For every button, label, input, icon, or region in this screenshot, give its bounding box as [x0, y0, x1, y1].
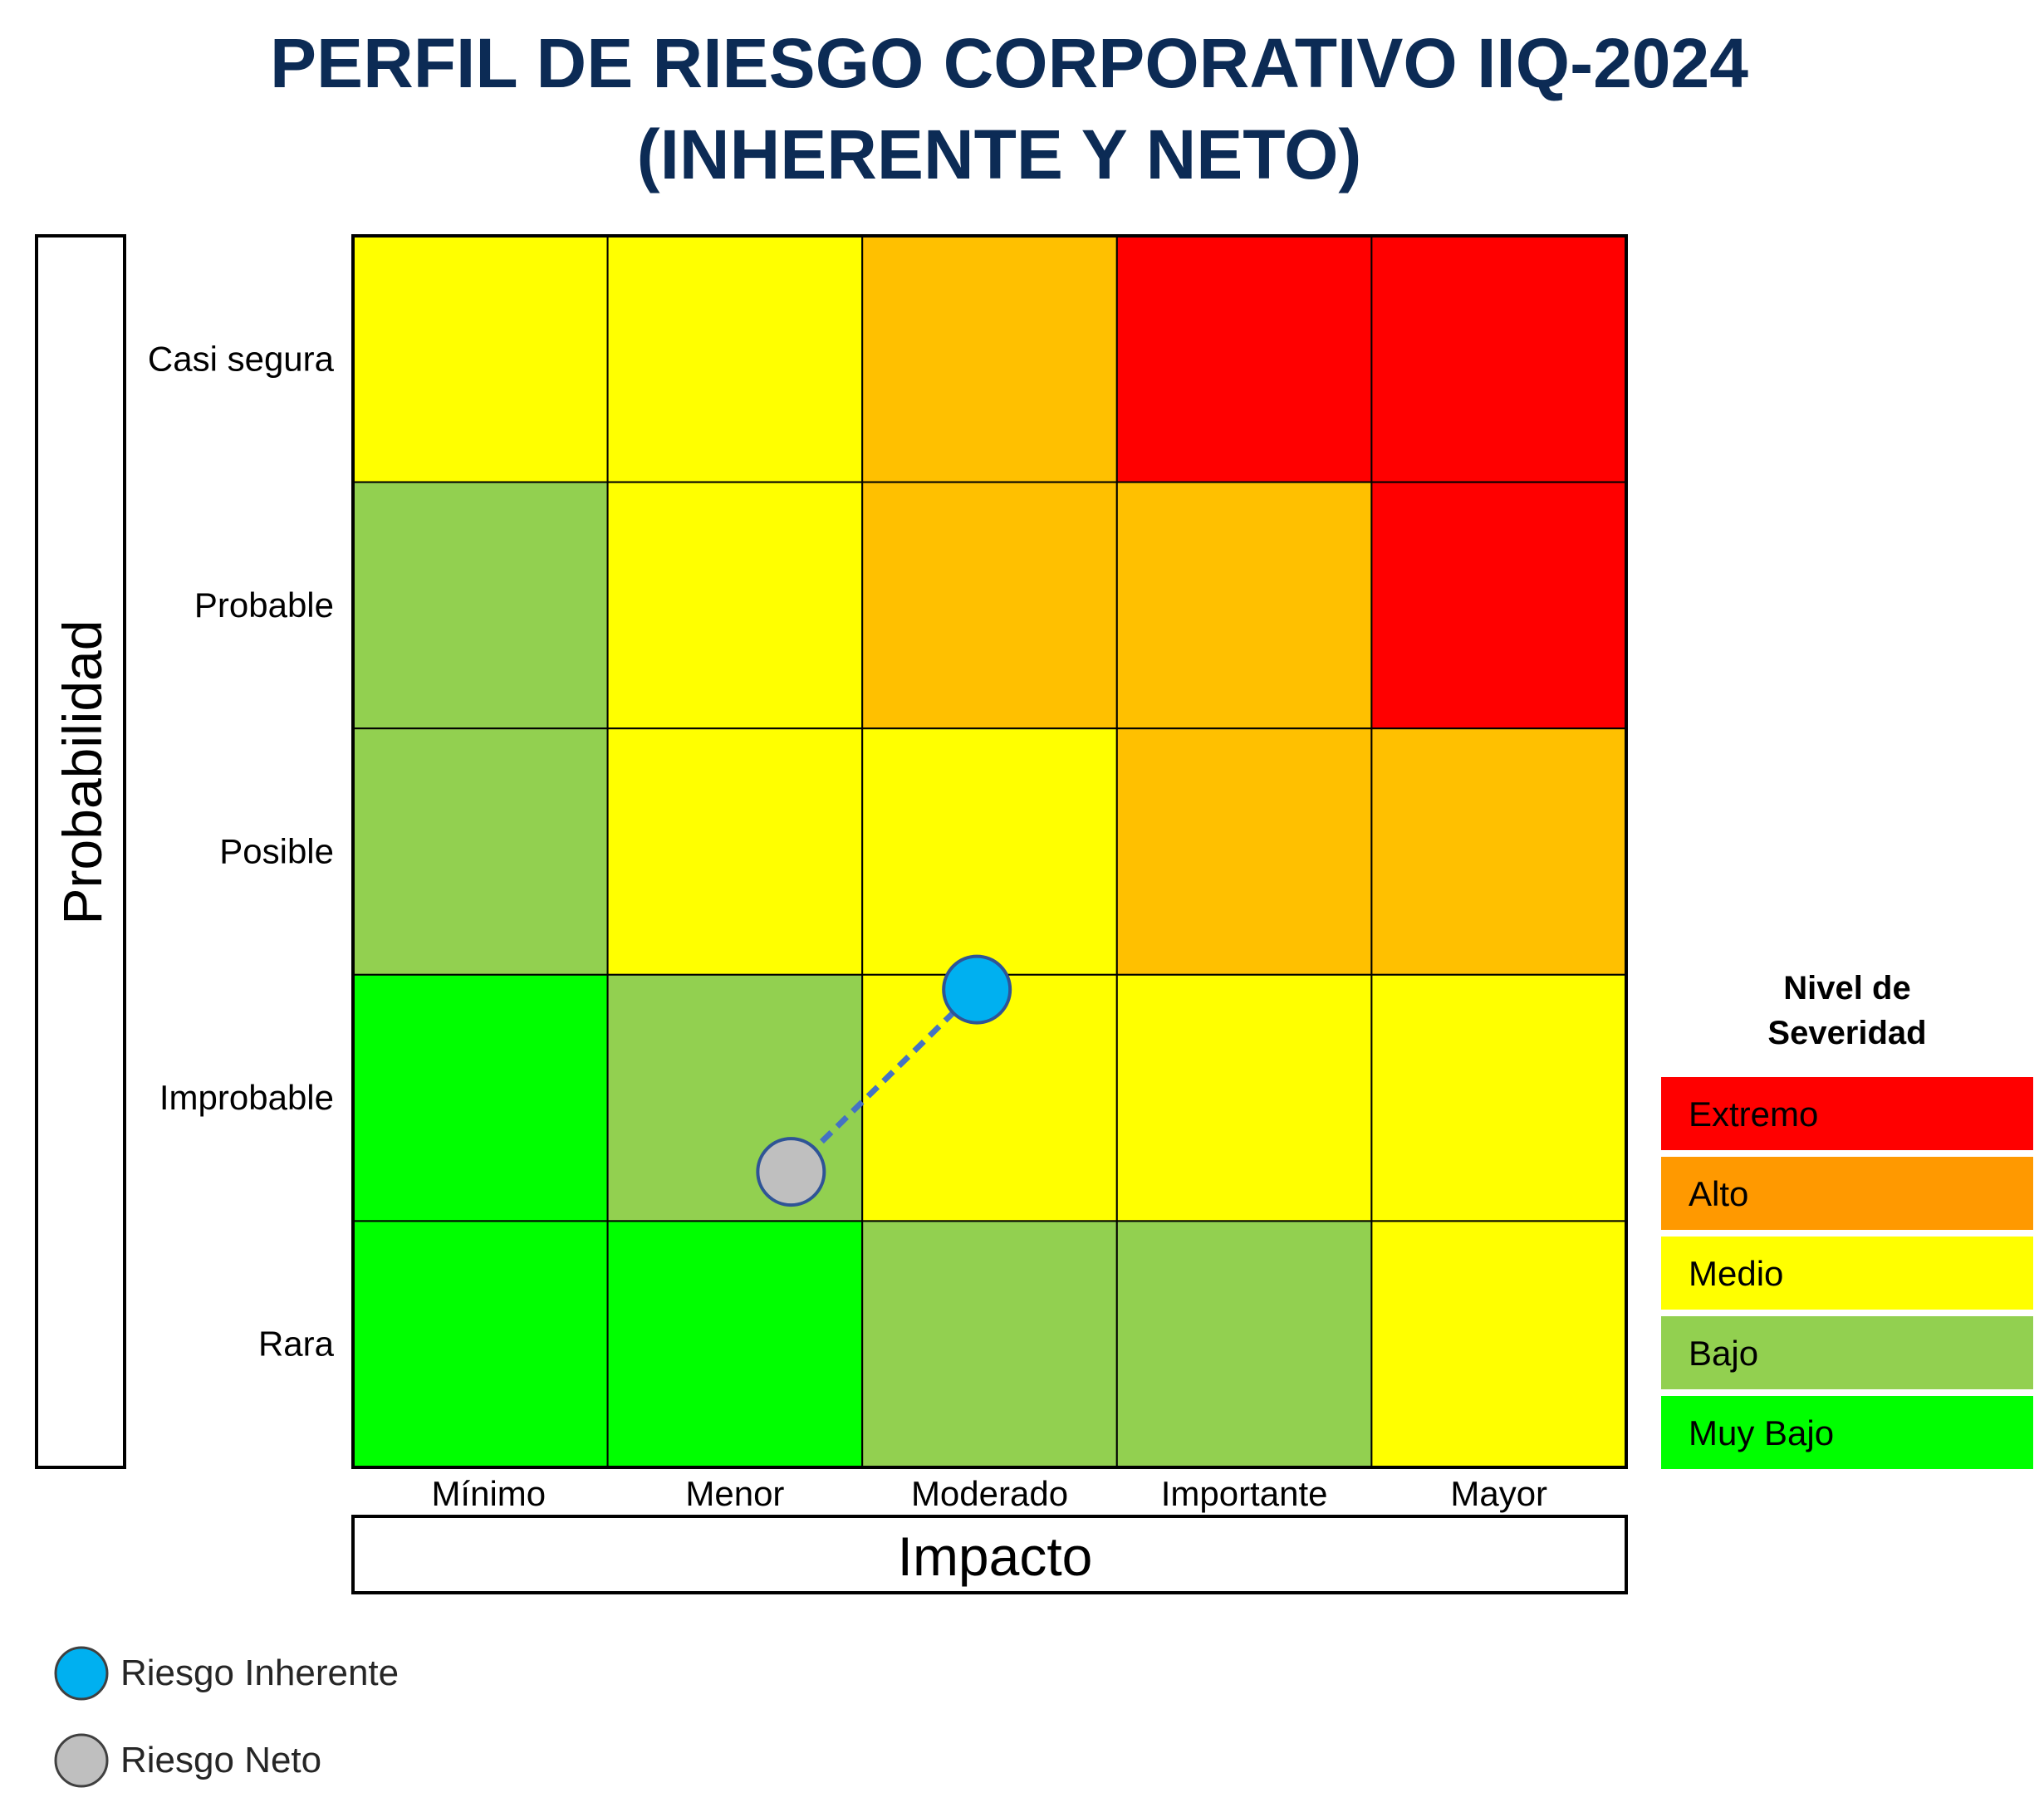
severity-swatch-muy-bajo — [1661, 1396, 2033, 1469]
x-tick-labels: Mínimo Menor Moderado Importante Mayor — [431, 1474, 1547, 1513]
x-tick-label-importante: Importante — [1161, 1474, 1328, 1513]
matrix-cell-rara-importante — [1115, 1220, 1373, 1469]
severity-label-alto: Alto — [1689, 1174, 1748, 1213]
matrix-cell-rara-minimo — [352, 1220, 609, 1469]
matrix-cell-rara-mayor — [1370, 1220, 1628, 1469]
matrix-cell-casi-segura-mayor — [1370, 235, 1628, 483]
chart-title-line-1: PERFIL DE RIESGO CORPORATIVO IIQ-2024 — [270, 24, 1748, 102]
matrix-cell-posible-mayor — [1370, 727, 1628, 976]
matrix-cell-casi-segura-menor — [606, 235, 864, 483]
matrix-cells — [351, 234, 1628, 1469]
matrix-border — [351, 234, 1628, 1469]
legend-label-riesgo-inherente: Riesgo Inherente — [120, 1653, 399, 1693]
y-tick-label-probable: Probable — [194, 585, 334, 624]
matrix-cell-rara-menor — [606, 1220, 864, 1469]
risk-points — [756, 954, 1012, 1207]
y-tick-label-posible: Posible — [219, 832, 334, 871]
matrix-cell-probable-importante — [1115, 481, 1373, 730]
matrix-cell-casi-segura-moderado — [861, 235, 1118, 483]
chart-title-line-2: (INHERENTE Y NETO) — [637, 115, 1362, 193]
matrix-cell-posible-moderado — [861, 727, 1118, 976]
matrix-cell-probable-mayor — [1370, 481, 1628, 730]
y-tick-label-casi-segura: Casi segura — [148, 339, 335, 378]
chart-title: PERFIL DE RIESGO CORPORATIVO IIQ-2024 (I… — [270, 24, 1748, 193]
matrix-cell-improbable-importante — [1115, 973, 1373, 1222]
point-riesgo-neto — [756, 1137, 826, 1207]
y-tick-label-rara: Rara — [258, 1325, 335, 1364]
matrix-cell-improbable-menor — [606, 973, 864, 1222]
y-axis-label: Probabilidad — [51, 620, 113, 925]
matrix-cell-probable-menor — [606, 481, 864, 730]
matrix-cell-probable-minimo — [352, 481, 609, 730]
y-axis-label-box — [35, 234, 126, 1469]
severity-legend: Nivel de Severidad Extremo Alto Medio Bajo Muy… — [1661, 970, 2033, 1469]
severity-label-muy-bajo: Muy Bajo — [1689, 1413, 1834, 1452]
matrix-cell-posible-menor — [606, 727, 864, 976]
matrix-cell-posible-minimo — [352, 727, 609, 976]
severity-label-bajo: Bajo — [1689, 1334, 1758, 1373]
x-tick-label-mayor: Mayor — [1450, 1474, 1547, 1513]
x-tick-label-minimo: Mínimo — [431, 1474, 546, 1513]
legend-label-riesgo-neto: Riesgo Neto — [120, 1740, 321, 1780]
x-tick-label-moderado: Moderado — [911, 1474, 1068, 1513]
severity-label-extremo: Extremo — [1689, 1095, 1818, 1134]
matrix-cell-rara-moderado — [861, 1220, 1118, 1469]
matrix-cell-casi-segura-minimo — [352, 235, 609, 483]
connector-line — [788, 987, 979, 1174]
y-tick-labels: Casi segura Probable Posible Improbable Rara — [148, 339, 335, 1363]
series-legend: Riesgo Inherente Riesgo Neto — [54, 1646, 399, 1788]
y-tick-label-improbable: Improbable — [159, 1078, 334, 1117]
severity-label-medio: Medio — [1689, 1254, 1783, 1293]
matrix-cell-posible-importante — [1115, 727, 1373, 976]
matrix-cell-probable-moderado — [861, 481, 1118, 730]
severity-swatch-alto — [1661, 1157, 2033, 1230]
legend-marker-riesgo-neto — [54, 1733, 109, 1788]
matrix-cell-casi-segura-importante — [1115, 235, 1373, 483]
point-riesgo-inherente — [942, 954, 1012, 1025]
x-axis-label-box — [351, 1515, 1628, 1594]
severity-swatch-medio — [1661, 1237, 2033, 1310]
severity-legend-title-line-1: Nivel de — [1783, 970, 1910, 1006]
x-axis-label: Impacto — [898, 1526, 1093, 1587]
matrix-cell-improbable-minimo — [352, 973, 609, 1222]
matrix-cell-improbable-mayor — [1370, 973, 1628, 1222]
x-tick-label-menor: Menor — [685, 1474, 784, 1513]
severity-swatch-bajo — [1661, 1316, 2033, 1389]
legend-marker-riesgo-inherente — [54, 1646, 109, 1701]
severity-swatch-extremo — [1661, 1077, 2033, 1150]
severity-legend-title-line-2: Severidad — [1767, 1015, 1926, 1051]
